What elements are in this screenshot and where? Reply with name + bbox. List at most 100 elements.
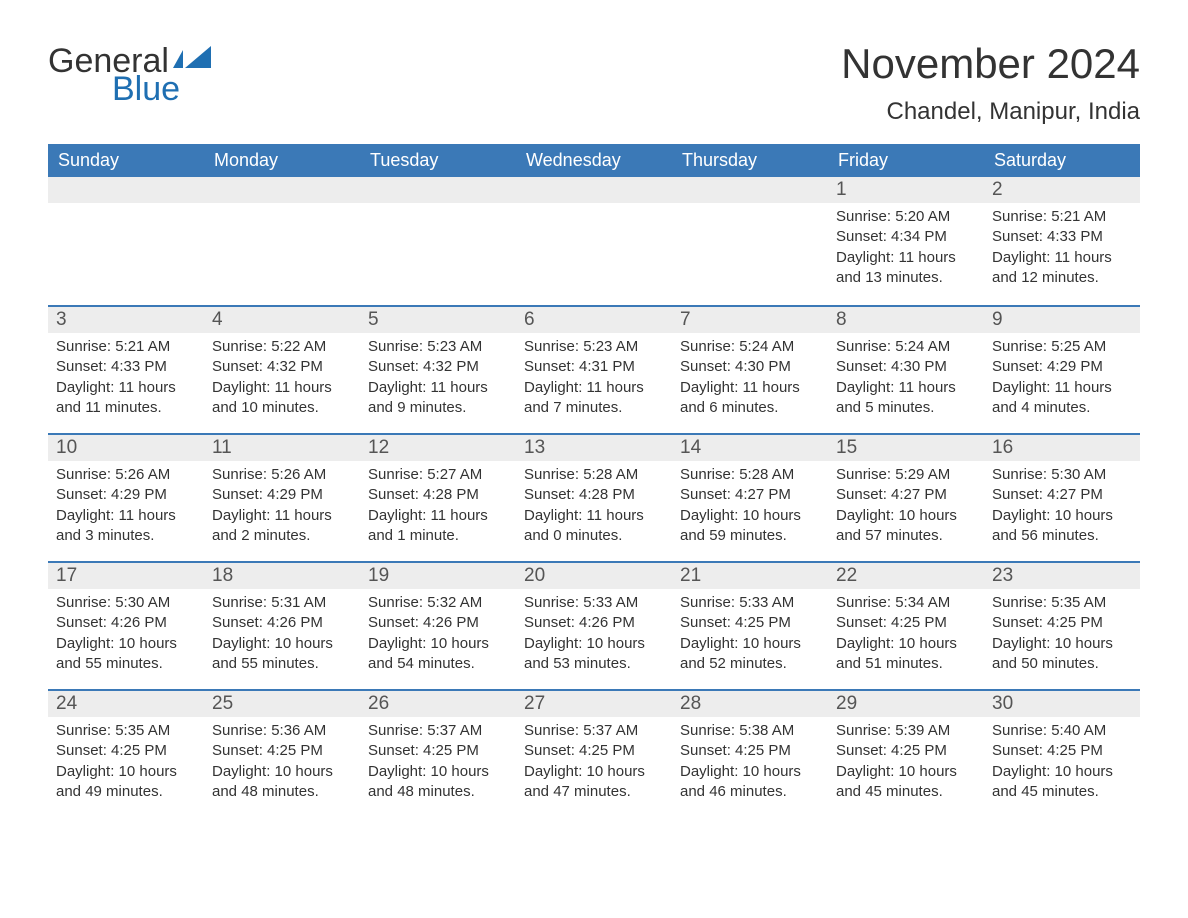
daylight-text: Daylight: 10 hours and 48 minutes. xyxy=(212,762,352,803)
calendar-row: 24Sunrise: 5:35 AMSunset: 4:25 PMDayligh… xyxy=(48,689,1140,817)
sunrise-text: Sunrise: 5:35 AM xyxy=(992,593,1132,613)
sunrise-text: Sunrise: 5:23 AM xyxy=(368,337,508,357)
day-details: Sunrise: 5:36 AMSunset: 4:25 PMDaylight:… xyxy=(204,717,360,810)
calendar-day: 9Sunrise: 5:25 AMSunset: 4:29 PMDaylight… xyxy=(984,305,1140,433)
sunrise-text: Sunrise: 5:40 AM xyxy=(992,721,1132,741)
sunset-text: Sunset: 4:26 PM xyxy=(524,613,664,633)
sunrise-text: Sunrise: 5:26 AM xyxy=(212,465,352,485)
sunrise-text: Sunrise: 5:25 AM xyxy=(992,337,1132,357)
sunrise-text: Sunrise: 5:33 AM xyxy=(524,593,664,613)
daylight-text: Daylight: 11 hours and 3 minutes. xyxy=(56,506,196,547)
day-number: 12 xyxy=(360,433,516,461)
day-details: Sunrise: 5:24 AMSunset: 4:30 PMDaylight:… xyxy=(672,333,828,426)
sunset-text: Sunset: 4:34 PM xyxy=(836,227,976,247)
day-details: Sunrise: 5:34 AMSunset: 4:25 PMDaylight:… xyxy=(828,589,984,682)
daylight-text: Daylight: 10 hours and 56 minutes. xyxy=(992,506,1132,547)
day-details: Sunrise: 5:33 AMSunset: 4:25 PMDaylight:… xyxy=(672,589,828,682)
daylight-text: Daylight: 10 hours and 45 minutes. xyxy=(836,762,976,803)
calendar-day: 14Sunrise: 5:28 AMSunset: 4:27 PMDayligh… xyxy=(672,433,828,561)
sunrise-text: Sunrise: 5:33 AM xyxy=(680,593,820,613)
sunrise-text: Sunrise: 5:32 AM xyxy=(368,593,508,613)
calendar-empty xyxy=(516,177,672,305)
sunset-text: Sunset: 4:25 PM xyxy=(680,741,820,761)
sunset-text: Sunset: 4:27 PM xyxy=(992,485,1132,505)
calendar-day: 17Sunrise: 5:30 AMSunset: 4:26 PMDayligh… xyxy=(48,561,204,689)
day-details: Sunrise: 5:37 AMSunset: 4:25 PMDaylight:… xyxy=(516,717,672,810)
sunset-text: Sunset: 4:25 PM xyxy=(992,613,1132,633)
calendar-day: 28Sunrise: 5:38 AMSunset: 4:25 PMDayligh… xyxy=(672,689,828,817)
daylight-text: Daylight: 10 hours and 48 minutes. xyxy=(368,762,508,803)
sunrise-text: Sunrise: 5:37 AM xyxy=(524,721,664,741)
calendar-day: 16Sunrise: 5:30 AMSunset: 4:27 PMDayligh… xyxy=(984,433,1140,561)
calendar-day: 1Sunrise: 5:20 AMSunset: 4:34 PMDaylight… xyxy=(828,177,984,305)
day-number: 9 xyxy=(984,305,1140,333)
calendar-empty xyxy=(672,177,828,305)
sunrise-text: Sunrise: 5:37 AM xyxy=(368,721,508,741)
calendar-day: 5Sunrise: 5:23 AMSunset: 4:32 PMDaylight… xyxy=(360,305,516,433)
calendar-day: 21Sunrise: 5:33 AMSunset: 4:25 PMDayligh… xyxy=(672,561,828,689)
calendar-day: 18Sunrise: 5:31 AMSunset: 4:26 PMDayligh… xyxy=(204,561,360,689)
day-details: Sunrise: 5:35 AMSunset: 4:25 PMDaylight:… xyxy=(48,717,204,810)
sunrise-text: Sunrise: 5:30 AM xyxy=(992,465,1132,485)
daylight-text: Daylight: 11 hours and 1 minute. xyxy=(368,506,508,547)
sunrise-text: Sunrise: 5:34 AM xyxy=(836,593,976,613)
day-details: Sunrise: 5:21 AMSunset: 4:33 PMDaylight:… xyxy=(984,203,1140,296)
sunrise-text: Sunrise: 5:31 AM xyxy=(212,593,352,613)
daylight-text: Daylight: 10 hours and 49 minutes. xyxy=(56,762,196,803)
sunset-text: Sunset: 4:26 PM xyxy=(368,613,508,633)
day-details: Sunrise: 5:37 AMSunset: 4:25 PMDaylight:… xyxy=(360,717,516,810)
sunset-text: Sunset: 4:33 PM xyxy=(992,227,1132,247)
day-details: Sunrise: 5:23 AMSunset: 4:31 PMDaylight:… xyxy=(516,333,672,426)
day-details: Sunrise: 5:40 AMSunset: 4:25 PMDaylight:… xyxy=(984,717,1140,810)
sunrise-text: Sunrise: 5:22 AM xyxy=(212,337,352,357)
day-details: Sunrise: 5:27 AMSunset: 4:28 PMDaylight:… xyxy=(360,461,516,554)
day-number: 20 xyxy=(516,561,672,589)
calendar-day: 3Sunrise: 5:21 AMSunset: 4:33 PMDaylight… xyxy=(48,305,204,433)
daylight-text: Daylight: 11 hours and 13 minutes. xyxy=(836,248,976,289)
day-number: 28 xyxy=(672,689,828,717)
calendar-day: 8Sunrise: 5:24 AMSunset: 4:30 PMDaylight… xyxy=(828,305,984,433)
weekday-header: Tuesday xyxy=(360,144,516,177)
day-number: 7 xyxy=(672,305,828,333)
day-details: Sunrise: 5:28 AMSunset: 4:28 PMDaylight:… xyxy=(516,461,672,554)
sunset-text: Sunset: 4:27 PM xyxy=(680,485,820,505)
calendar-day: 25Sunrise: 5:36 AMSunset: 4:25 PMDayligh… xyxy=(204,689,360,817)
daylight-text: Daylight: 11 hours and 0 minutes. xyxy=(524,506,664,547)
calendar-day: 12Sunrise: 5:27 AMSunset: 4:28 PMDayligh… xyxy=(360,433,516,561)
sunset-text: Sunset: 4:33 PM xyxy=(56,357,196,377)
month-title: November 2024 xyxy=(841,40,1140,88)
day-details: Sunrise: 5:33 AMSunset: 4:26 PMDaylight:… xyxy=(516,589,672,682)
day-details: Sunrise: 5:32 AMSunset: 4:26 PMDaylight:… xyxy=(360,589,516,682)
day-number: 23 xyxy=(984,561,1140,589)
sunset-text: Sunset: 4:25 PM xyxy=(992,741,1132,761)
sunrise-text: Sunrise: 5:21 AM xyxy=(56,337,196,357)
day-number: 30 xyxy=(984,689,1140,717)
day-number-bar-empty xyxy=(516,177,672,203)
sunset-text: Sunset: 4:28 PM xyxy=(524,485,664,505)
calendar-body: 1Sunrise: 5:20 AMSunset: 4:34 PMDaylight… xyxy=(48,177,1140,817)
sunset-text: Sunset: 4:32 PM xyxy=(212,357,352,377)
sunset-text: Sunset: 4:25 PM xyxy=(368,741,508,761)
daylight-text: Daylight: 10 hours and 55 minutes. xyxy=(212,634,352,675)
calendar-day: 30Sunrise: 5:40 AMSunset: 4:25 PMDayligh… xyxy=(984,689,1140,817)
daylight-text: Daylight: 11 hours and 12 minutes. xyxy=(992,248,1132,289)
sunset-text: Sunset: 4:29 PM xyxy=(992,357,1132,377)
calendar-day: 23Sunrise: 5:35 AMSunset: 4:25 PMDayligh… xyxy=(984,561,1140,689)
daylight-text: Daylight: 10 hours and 59 minutes. xyxy=(680,506,820,547)
day-number: 5 xyxy=(360,305,516,333)
calendar-row: 1Sunrise: 5:20 AMSunset: 4:34 PMDaylight… xyxy=(48,177,1140,305)
day-number: 1 xyxy=(828,177,984,203)
day-number: 8 xyxy=(828,305,984,333)
daylight-text: Daylight: 11 hours and 11 minutes. xyxy=(56,378,196,419)
daylight-text: Daylight: 10 hours and 54 minutes. xyxy=(368,634,508,675)
day-number: 24 xyxy=(48,689,204,717)
title-block: November 2024 Chandel, Manipur, India xyxy=(841,40,1140,126)
calendar-day: 15Sunrise: 5:29 AMSunset: 4:27 PMDayligh… xyxy=(828,433,984,561)
sunset-text: Sunset: 4:30 PM xyxy=(680,357,820,377)
day-details: Sunrise: 5:23 AMSunset: 4:32 PMDaylight:… xyxy=(360,333,516,426)
calendar-row: 10Sunrise: 5:26 AMSunset: 4:29 PMDayligh… xyxy=(48,433,1140,561)
logo: General Blue xyxy=(48,40,213,106)
day-details: Sunrise: 5:39 AMSunset: 4:25 PMDaylight:… xyxy=(828,717,984,810)
day-details: Sunrise: 5:30 AMSunset: 4:27 PMDaylight:… xyxy=(984,461,1140,554)
calendar-day: 11Sunrise: 5:26 AMSunset: 4:29 PMDayligh… xyxy=(204,433,360,561)
